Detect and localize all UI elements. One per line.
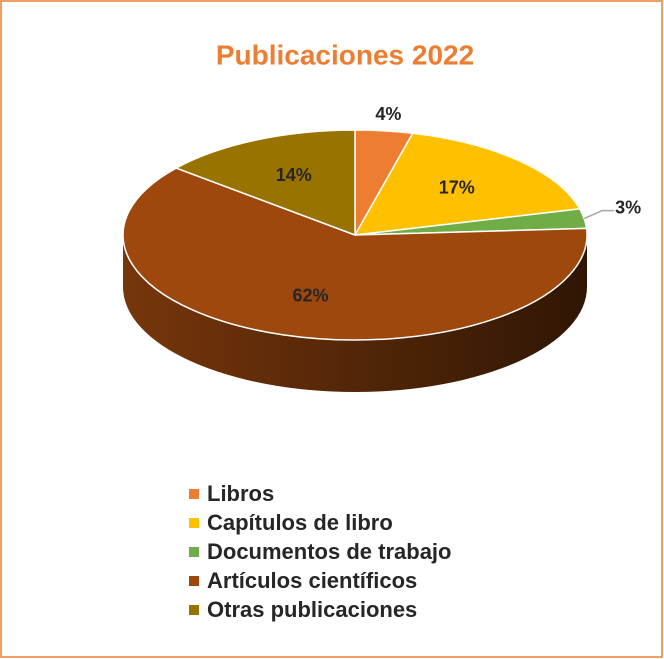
- legend-label: Otras publicaciones: [207, 597, 417, 622]
- pie-side: [123, 235, 587, 392]
- chart-title: Publicaciones 2022: [216, 39, 474, 70]
- legend-label: Libros: [207, 481, 274, 506]
- data-label: 14%: [276, 165, 312, 185]
- legend-swatch: [189, 605, 199, 615]
- data-label: 3%: [615, 197, 641, 217]
- legend-swatch: [189, 489, 199, 499]
- leader-line: [583, 209, 615, 220]
- pie-slice: [353, 132, 581, 236]
- pie-slice: [174, 129, 356, 237]
- legend-swatch: [189, 547, 199, 557]
- data-label: 62%: [293, 286, 329, 306]
- data-label: 17%: [439, 178, 475, 198]
- pie-slice: [122, 167, 588, 341]
- legend-label: Documentos de trabajo: [207, 539, 451, 564]
- legend-swatch: [189, 518, 199, 528]
- legend-swatch: [189, 576, 199, 586]
- legend-label: Capítulos de libro: [207, 510, 393, 535]
- data-label: 4%: [375, 104, 401, 124]
- legend-label: Artículos científicos: [207, 568, 417, 593]
